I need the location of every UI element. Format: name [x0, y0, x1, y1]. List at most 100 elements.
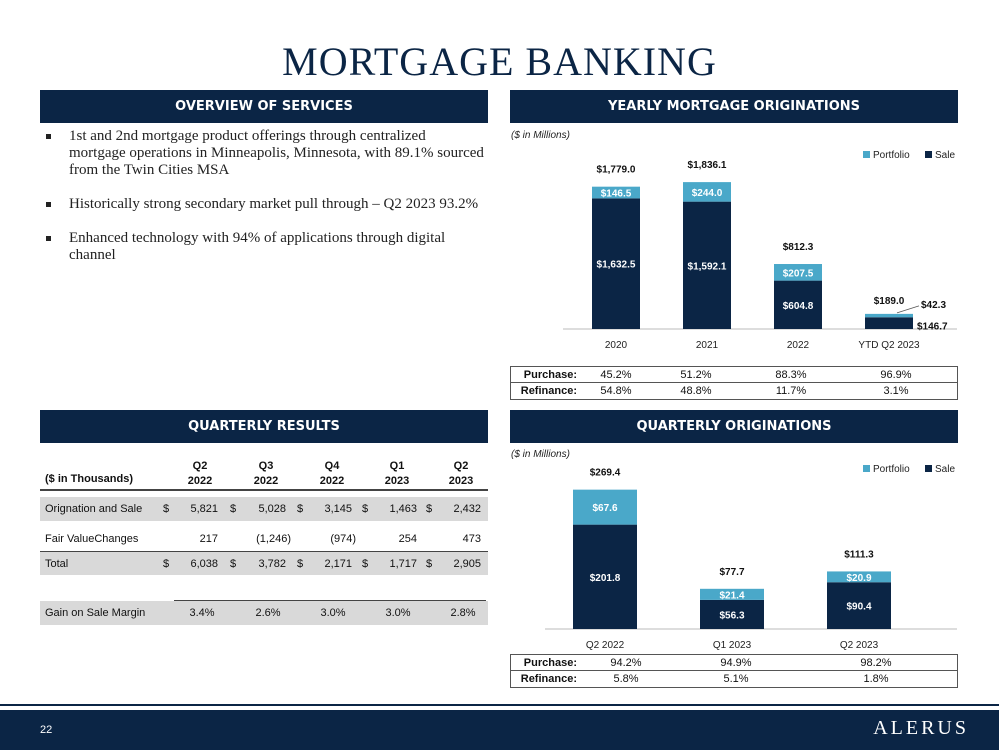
purchase-value: 88.3%: [775, 368, 807, 381]
legend-label-sale: Sale: [935, 150, 955, 161]
bullet-item: 1st and 2nd mortgage product offerings t…: [46, 128, 486, 179]
legend-swatch-sale: [925, 465, 932, 472]
data-label-sale: $1,632.5: [597, 260, 636, 271]
page-number: 22: [40, 724, 53, 736]
purchase-label: Purchase:: [523, 368, 577, 381]
refinance-value: 48.8%: [680, 385, 712, 397]
x-tick-label: Q2 2022: [586, 640, 625, 650]
refinance-row: Refinance: 5.8% 5.1% 1.8%: [511, 671, 957, 687]
bar-segment-sale: [827, 582, 891, 629]
bar-segment-sale: [865, 317, 913, 329]
quarterly-results-header: QUARTERLY RESULTS: [40, 410, 488, 443]
refinance-value: 5.1%: [723, 673, 749, 685]
table-row-fair-value: Fair ValueChanges 217 (1,246) (974) 254 …: [45, 533, 481, 545]
x-tick-label: Q2 2023: [840, 640, 879, 650]
table-row-origination: Orignation and Sale $ 5,821 $ 5,028 $ 3,…: [40, 497, 488, 521]
refinance-value: 11.7%: [775, 385, 807, 397]
total-label: $812.3: [783, 242, 814, 253]
purchase-label: Purchase:: [523, 656, 577, 669]
refinance-label: Refinance:: [520, 385, 577, 397]
table-row-gain-margin: Gain on Sale Margin 3.4% 2.6% 3.0% 3.0% …: [40, 601, 488, 625]
column-header: Q1 2023: [384, 460, 410, 487]
total-label: $1,779.0: [597, 165, 636, 176]
refinance-value: 5.8%: [613, 673, 639, 685]
purchase-value: 51.2%: [680, 368, 712, 381]
total-label: $269.4: [590, 468, 621, 479]
purchase-value: 96.9%: [880, 368, 912, 381]
alerus-logo: ALERUS: [873, 717, 969, 739]
bar-segment-portfolio: [573, 489, 637, 525]
refinance-value: 1.8%: [863, 673, 889, 685]
footer-divider: [0, 704, 999, 706]
data-label-portfolio: $42.3: [921, 300, 946, 311]
data-label-sale: $1,592.1: [688, 261, 727, 272]
total-label: $77.7: [719, 567, 744, 578]
bar-segment-portfolio: [683, 182, 731, 202]
bar-segment-sale: [573, 524, 637, 629]
leader-line: [896, 305, 920, 314]
purchase-value: 94.9%: [720, 656, 752, 669]
legend-swatch-portfolio: [863, 465, 870, 472]
units-label: ($ in Thousands): [45, 473, 133, 485]
refinance-value: 3.1%: [883, 385, 909, 397]
total-label: $189.0: [874, 296, 905, 307]
column-header: Q2 2023: [448, 460, 474, 487]
units-note: ($ in Millions): [511, 449, 570, 460]
data-label-sale: $90.4: [846, 602, 871, 613]
bar-segment-portfolio: [774, 264, 822, 281]
legend-swatch-sale: [925, 151, 932, 158]
table-spacer: [40, 575, 488, 601]
data-label-sale: $604.8: [783, 301, 814, 312]
purchase-value: 94.2%: [610, 656, 642, 669]
bar-segment-portfolio: [592, 186, 640, 199]
data-label-sale: $201.8: [590, 573, 621, 584]
bar-segment-sale: [592, 198, 640, 329]
x-tick-label: 2022: [787, 340, 810, 351]
bar-segment-portfolio: [827, 571, 891, 583]
yearly-originations-header: YEARLY MORTGAGE ORIGINATIONS: [510, 90, 958, 123]
bullet-item: Historically strong secondary market pul…: [46, 196, 486, 213]
bar-segment-sale: [774, 280, 822, 329]
bar-segment-sale: [700, 599, 764, 629]
total-label: $1,836.1: [688, 160, 727, 171]
x-tick-label: 2021: [696, 340, 719, 351]
purchase-value: 98.2%: [860, 656, 892, 669]
purchase-row: Purchase: 45.2% 51.2% 88.3% 96.9%: [511, 367, 957, 383]
yearly-originations-chart: ($ in Millions) Portfolio Sale $1,632.5 $146…: [511, 130, 957, 351]
square-bullet-icon: [46, 202, 51, 207]
footer-bar: [0, 710, 999, 750]
yearly-purchase-refinance-table: Purchase: 45.2% 51.2% 88.3% 96.9% Refina…: [510, 366, 958, 400]
legend-label-portfolio: Portfolio: [873, 150, 910, 161]
legend-swatch-portfolio: [863, 151, 870, 158]
column-header: Q3 2022: [253, 460, 279, 487]
refinance-value: 54.8%: [600, 385, 632, 397]
square-bullet-icon: [46, 134, 51, 139]
bar-segment-sale: [683, 201, 731, 329]
x-tick-label: YTD Q2 2023: [858, 340, 920, 351]
page-title: MORTGAGE BANKING: [282, 39, 717, 84]
refinance-row: Refinance: 54.8% 48.8% 11.7% 3.1%: [511, 383, 957, 399]
column-header: Q4 2022: [319, 460, 345, 487]
legend-label-portfolio: Portfolio: [873, 464, 910, 475]
table-row-total: Total $ 6,038 $ 3,782 $ 2,171 $ 1,717 $ …: [40, 551, 488, 575]
data-label-portfolio: $146.5: [601, 189, 632, 200]
legend-label-sale: Sale: [935, 464, 955, 475]
overview-header: OVERVIEW OF SERVICES: [40, 90, 488, 123]
purchase-row: Purchase: 94.2% 94.9% 98.2%: [511, 655, 957, 671]
data-label-portfolio: $207.5: [783, 268, 814, 279]
square-bullet-icon: [46, 236, 51, 241]
total-label: $111.3: [844, 549, 874, 560]
quarterly-results-table: ($ in Thousands) Q2 2022 Q3 2022 Q4 2022 Q1…: [40, 455, 488, 625]
bar-segment-portfolio: [700, 588, 764, 600]
data-label-portfolio: $244.0: [692, 188, 723, 199]
table-header-row: ($ in Thousands) Q2 2022 Q3 2022 Q4 2022 Q1…: [40, 455, 488, 491]
units-note: ($ in Millions): [511, 130, 570, 141]
x-tick-label: 2020: [605, 340, 628, 351]
data-label-portfolio: $21.4: [719, 590, 744, 601]
data-label-sale: $56.3: [719, 610, 744, 621]
purchase-value: 45.2%: [600, 368, 632, 381]
bar-segment-portfolio: [865, 313, 913, 318]
refinance-label: Refinance:: [520, 673, 577, 685]
data-label-portfolio: $20.9: [846, 573, 871, 584]
x-tick-label: Q1 2023: [713, 640, 752, 650]
